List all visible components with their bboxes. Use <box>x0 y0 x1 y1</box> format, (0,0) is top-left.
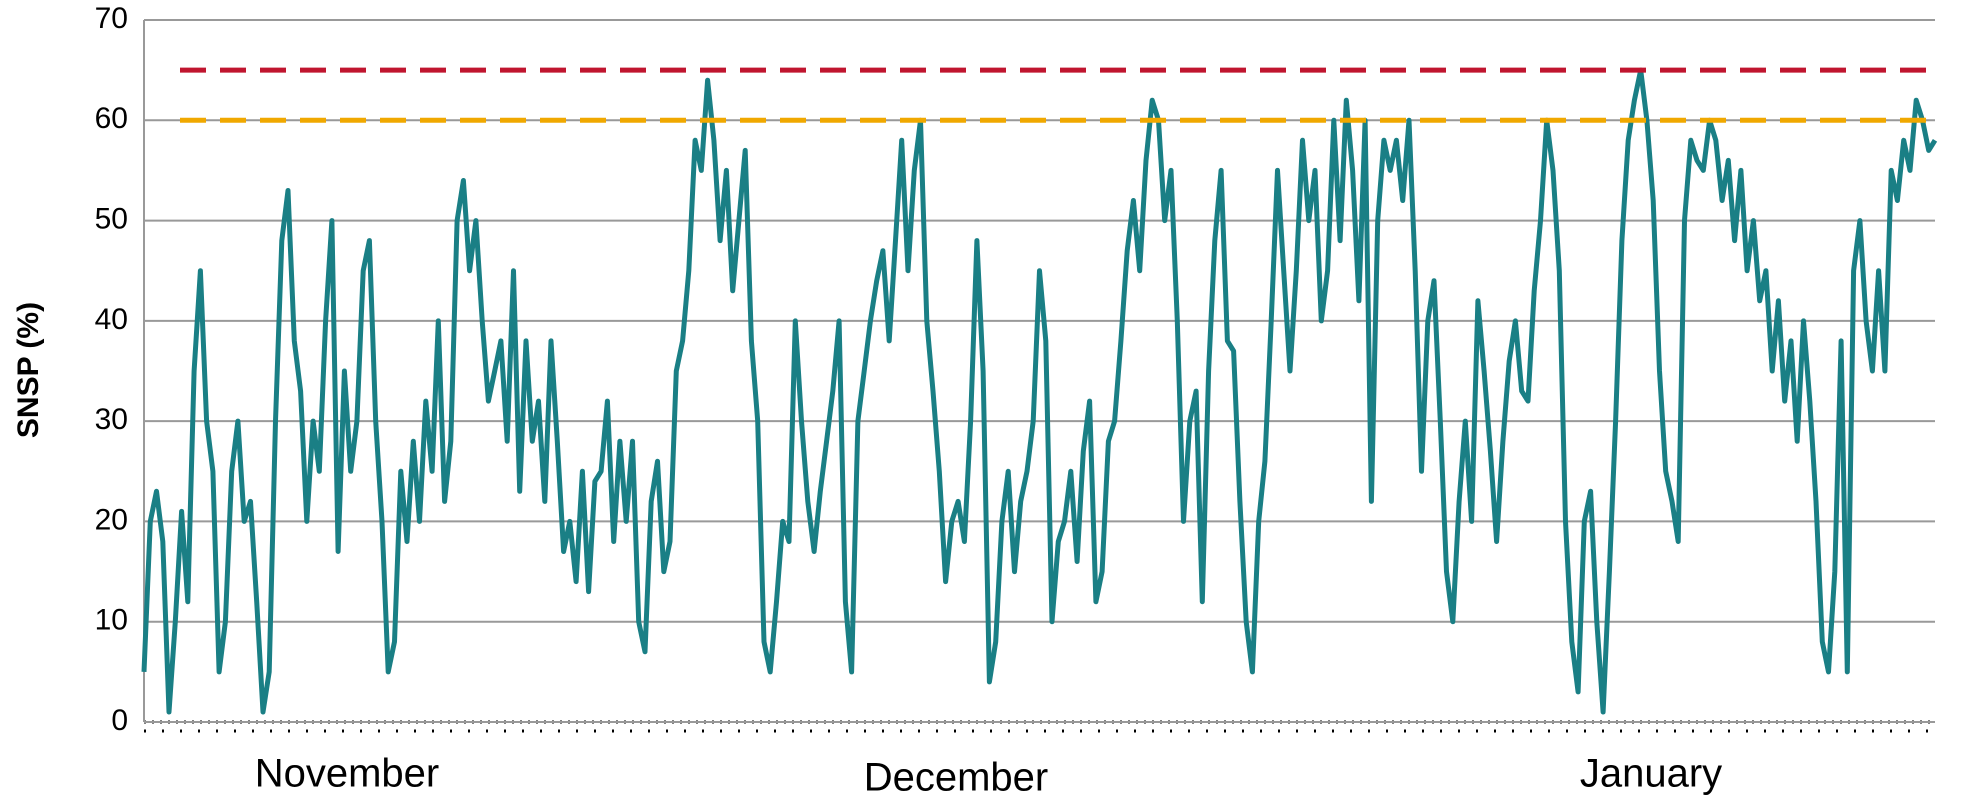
y-tick-label: 60 <box>95 102 128 135</box>
y-tick-label: 0 <box>111 704 128 737</box>
month-label: January <box>1580 752 1722 796</box>
y-tick-label: 30 <box>95 403 128 436</box>
series-line <box>141 67 1938 715</box>
y-tick-label: 70 <box>95 2 128 35</box>
month-label: December <box>864 756 1049 800</box>
y-tick-label: 40 <box>95 303 128 336</box>
y-tick-label: 10 <box>95 604 128 637</box>
month-label: November <box>255 752 440 796</box>
y-tick-label: 50 <box>95 202 128 235</box>
y-axis-label: SNSP (%) <box>12 302 45 438</box>
y-tick-label: 20 <box>95 503 128 536</box>
